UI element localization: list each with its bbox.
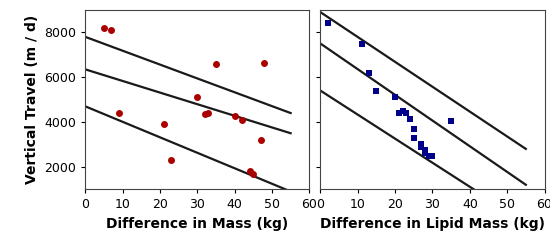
X-axis label: Difference in Lipid Mass (kg): Difference in Lipid Mass (kg) xyxy=(320,217,545,231)
Point xyxy=(425,154,433,158)
Point xyxy=(212,62,221,66)
Point xyxy=(245,169,254,173)
Point xyxy=(409,136,418,140)
Point xyxy=(365,71,373,75)
Point xyxy=(114,111,123,115)
Point xyxy=(409,127,418,131)
Point xyxy=(256,138,265,142)
Point xyxy=(390,95,399,99)
Point xyxy=(100,26,108,30)
Point xyxy=(249,172,257,176)
Point xyxy=(107,28,116,32)
Point xyxy=(230,115,239,119)
Point xyxy=(417,145,426,149)
Point xyxy=(204,111,213,115)
Point xyxy=(394,111,403,115)
Point xyxy=(406,117,415,121)
Y-axis label: Vertical Travel (m / d): Vertical Travel (m / d) xyxy=(25,15,39,184)
Point xyxy=(193,95,202,99)
Point xyxy=(323,21,332,25)
Point xyxy=(421,151,430,155)
Point xyxy=(402,111,411,115)
Point xyxy=(421,148,430,152)
Point xyxy=(200,112,209,116)
Point xyxy=(417,142,426,146)
Point xyxy=(260,61,269,64)
Point xyxy=(398,109,407,113)
Point xyxy=(357,42,366,46)
Point xyxy=(428,154,437,158)
Point xyxy=(372,89,381,93)
X-axis label: Difference in Mass (kg): Difference in Mass (kg) xyxy=(106,217,288,231)
Point xyxy=(167,158,175,162)
Point xyxy=(160,122,168,126)
Point xyxy=(238,118,246,122)
Point xyxy=(447,119,455,123)
